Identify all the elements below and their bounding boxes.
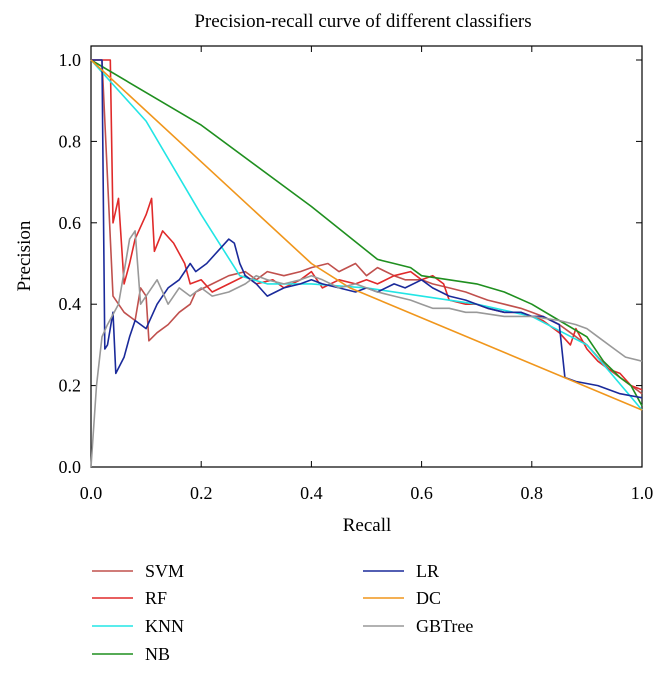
plot-frame: [90, 45, 643, 468]
x-tick-label: 0.2: [190, 483, 213, 503]
series-line-dc: [90, 59, 643, 411]
series-line-nb: [90, 59, 643, 407]
series-line-rf: [91, 59, 643, 391]
legend-label-rf: RF: [145, 588, 167, 608]
legend-label-dc: DC: [416, 588, 441, 608]
y-tick-label: 0.8: [59, 131, 82, 151]
legend-label-lr: LR: [416, 561, 439, 581]
y-tick-label: 0.0: [59, 457, 82, 477]
series-lines: [90, 59, 643, 468]
x-tick-label: 1.0: [631, 483, 654, 503]
y-tick-label: 0.2: [59, 376, 82, 396]
x-tick-label: 0.8: [521, 483, 544, 503]
y-tick-label: 1.0: [59, 50, 82, 70]
legend-label-nb: NB: [145, 644, 170, 664]
legend: SVM RF KNN NB LR DC GBTree: [92, 561, 473, 664]
legend-label-knn: KNN: [145, 616, 184, 636]
legend-label-gbtree: GBTree: [416, 616, 473, 636]
x-axis-label: Recall: [343, 515, 392, 536]
y-tick-label: 0.6: [59, 213, 82, 233]
series-line-svm: [91, 59, 643, 395]
series-line-knn: [90, 59, 643, 411]
x-tick-label: 0.6: [410, 483, 433, 503]
x-tick-label: 0.4: [300, 483, 323, 503]
y-tick-label: 0.4: [59, 294, 82, 314]
x-tick-label: 0.0: [80, 483, 103, 503]
chart-title: Precision-recall curve of different clas…: [194, 11, 531, 32]
series-line-lr: [91, 59, 643, 399]
axis-ticks: 0.0 0.2 0.4 0.6 0.8 1.0 0.0 0.2 0.4 0.6 0.8 1.0: [59, 46, 654, 503]
y-axis-label: Precision: [14, 220, 35, 291]
legend-label-svm: SVM: [145, 561, 184, 581]
series-line-gbtree: [90, 230, 643, 468]
